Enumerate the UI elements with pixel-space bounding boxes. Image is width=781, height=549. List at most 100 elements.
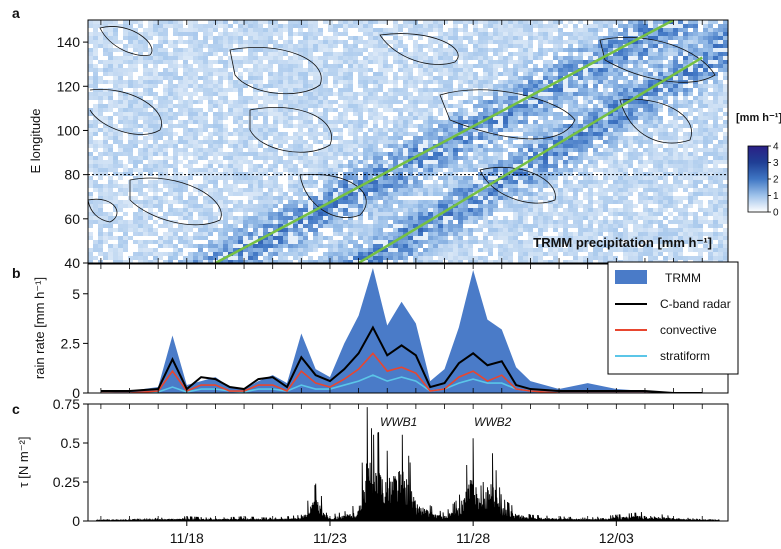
heatmap-cell: [188, 196, 193, 200]
heatmap-cell: [298, 24, 303, 28]
heatmap-cell: [418, 256, 423, 260]
heatmap-cell: [513, 200, 518, 204]
heatmap-cell: [343, 56, 348, 60]
heatmap-cell: [428, 244, 433, 248]
heatmap-cell: [538, 52, 543, 56]
heatmap-cell: [458, 124, 463, 128]
heatmap-cell: [328, 152, 333, 156]
heatmap-cell: [473, 48, 478, 52]
heatmap-cell: [103, 220, 108, 224]
heatmap-cell: [418, 144, 423, 148]
heatmap-cell: [528, 164, 533, 168]
heatmap-cell: [543, 88, 548, 92]
heatmap-cell: [568, 128, 573, 132]
heatmap-cell: [148, 240, 153, 244]
heatmap-cell: [443, 124, 448, 128]
heatmap-cell: [158, 168, 163, 172]
heatmap-cell: [173, 188, 178, 192]
heatmap-cell: [143, 216, 148, 220]
heatmap-cell: [553, 28, 558, 32]
heatmap-cell: [283, 160, 288, 164]
heatmap-cell: [113, 160, 118, 164]
heatmap-cell: [413, 24, 418, 28]
heatmap-cell: [258, 64, 263, 68]
heatmap-cell: [473, 240, 478, 244]
heatmap-cell: [388, 216, 393, 220]
heatmap-cell: [163, 140, 168, 144]
heatmap-cell: [533, 256, 538, 260]
heatmap-cell: [493, 60, 498, 64]
heatmap-cell: [428, 164, 433, 168]
heatmap-cell: [553, 64, 558, 68]
heatmap-cell: [503, 60, 508, 64]
heatmap-cell: [298, 84, 303, 88]
heatmap-cell: [453, 172, 458, 176]
heatmap-cell: [188, 104, 193, 108]
heatmap-cell: [308, 224, 313, 228]
heatmap-cell: [438, 60, 443, 64]
heatmap-cell: [558, 128, 563, 132]
heatmap-cell: [148, 68, 153, 72]
heatmap-cell: [508, 76, 513, 80]
heatmap-cell: [523, 244, 528, 248]
heatmap-cell: [538, 180, 543, 184]
heatmap-cell: [408, 248, 413, 252]
heatmap-cell: [208, 192, 213, 196]
heatmap-cell: [193, 32, 198, 36]
heatmap-cell: [518, 216, 523, 220]
heatmap-cell: [333, 180, 338, 184]
heatmap-cell: [413, 132, 418, 136]
heatmap-cell: [458, 224, 463, 228]
heatmap-cell: [108, 244, 113, 248]
heatmap-cell: [448, 140, 453, 144]
heatmap-cell: [553, 164, 558, 168]
heatmap-cell: [498, 96, 503, 100]
heatmap-cell: [268, 156, 273, 160]
heatmap-cell: [88, 260, 93, 263]
heatmap-cell: [558, 100, 563, 104]
heatmap-cell: [253, 180, 258, 184]
heatmap-cell: [428, 68, 433, 72]
heatmap-cell: [413, 100, 418, 104]
heatmap-cell: [373, 248, 378, 252]
heatmap-cell: [273, 24, 278, 28]
heatmap-cell: [258, 168, 263, 172]
heatmap-cell: [323, 76, 328, 80]
heatmap-cell: [258, 244, 263, 248]
heatmap-cell: [328, 216, 333, 220]
heatmap-cell: [123, 20, 128, 24]
heatmap-cell: [493, 124, 498, 128]
heatmap-cell: [158, 176, 163, 180]
heatmap-cell: [183, 104, 188, 108]
heatmap-cell: [538, 216, 543, 220]
heatmap-cell: [533, 192, 538, 196]
heatmap-cell: [413, 56, 418, 60]
heatmap-cell: [518, 128, 523, 132]
heatmap-cell: [273, 252, 278, 256]
heatmap-cell: [408, 208, 413, 212]
heatmap-cell: [448, 132, 453, 136]
heatmap-cell: [378, 212, 383, 216]
heatmap-cell: [188, 220, 193, 224]
heatmap-cell: [543, 212, 548, 216]
heatmap-cell: [313, 152, 318, 156]
heatmap-cell: [153, 196, 158, 200]
heatmap-cell: [473, 148, 478, 152]
heatmap-cell: [523, 68, 528, 72]
heatmap-cell: [333, 136, 338, 140]
heatmap-cell: [138, 260, 143, 263]
heatmap-cell: [353, 160, 358, 164]
heatmap-cell: [348, 140, 353, 144]
heatmap-cell: [518, 152, 523, 156]
heatmap-cell: [508, 44, 513, 48]
heatmap-cell: [208, 80, 213, 84]
heatmap-cell: [498, 256, 503, 260]
heatmap-cell: [513, 160, 518, 164]
heatmap-cell: [188, 52, 193, 56]
heatmap-cell: [213, 160, 218, 164]
heatmap-cell: [208, 200, 213, 204]
heatmap-cell: [293, 192, 298, 196]
heatmap-cell: [463, 112, 468, 116]
heatmap-cell: [333, 144, 338, 148]
